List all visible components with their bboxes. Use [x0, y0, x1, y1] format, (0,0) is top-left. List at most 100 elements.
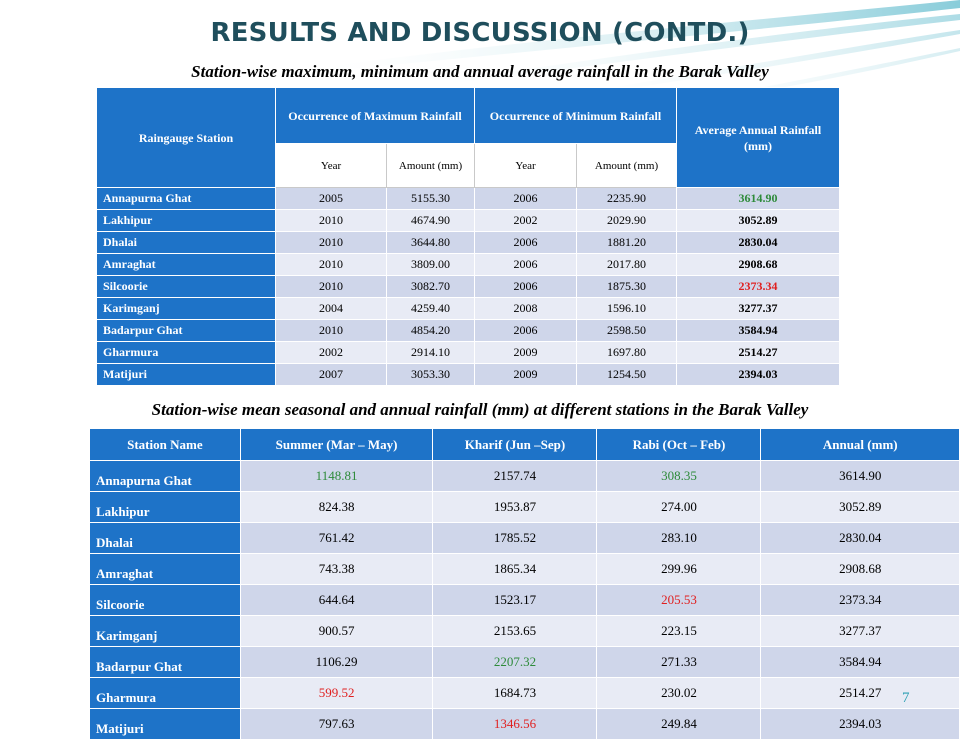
kharif-cell: 1346.56 — [432, 708, 598, 740]
annual-cell: 2373.34 — [760, 584, 960, 616]
summer-cell: 900.57 — [239, 615, 434, 647]
rabi-cell: 283.10 — [596, 522, 762, 554]
kharif-cell: 2153.65 — [432, 615, 598, 647]
annual-cell: 2394.03 — [760, 708, 960, 740]
min-year-cell: 2002 — [474, 209, 577, 232]
annual-cell: 2514.27 — [760, 677, 960, 709]
table-row: Karimganj 2004 4259.40 2008 1596.10 3277… — [96, 297, 840, 320]
max-year-cell: 2010 — [275, 209, 387, 232]
station-cell: Lakhipur — [89, 491, 241, 523]
table-row: Karimganj 900.57 2153.65 223.15 3277.37 — [89, 615, 960, 647]
min-year-cell: 2006 — [474, 275, 577, 298]
table-row: Annapurna Ghat 2005 5155.30 2006 2235.90… — [96, 187, 840, 210]
min-amount-cell: 2235.90 — [576, 187, 677, 210]
header-raingauge-station: Raingauge Station — [96, 87, 276, 188]
kharif-cell: 1523.17 — [432, 584, 598, 616]
max-amount-cell: 3053.30 — [386, 363, 475, 386]
max-year-cell: 2005 — [275, 187, 387, 210]
page-number: 7 — [902, 690, 910, 706]
rabi-cell: 223.15 — [596, 615, 762, 647]
summer-cell: 743.38 — [239, 553, 434, 585]
min-amount-cell: 1596.10 — [576, 297, 677, 320]
rabi-cell: 271.33 — [596, 646, 762, 678]
max-amount-cell: 3644.80 — [386, 231, 475, 254]
table-row: Badarpur Ghat 2010 4854.20 2006 2598.50 … — [96, 319, 840, 342]
min-year-cell: 2006 — [474, 319, 577, 342]
slide-title: RESULTS AND DISCUSSION (CONTD.) — [210, 18, 750, 48]
min-amount-cell: 2598.50 — [576, 319, 677, 342]
station-cell: Silcoorie — [89, 584, 241, 616]
max-year-cell: 2010 — [275, 275, 387, 298]
summer-cell: 644.64 — [239, 584, 434, 616]
annual-cell: 2830.04 — [760, 522, 960, 554]
annual-cell: 3614.90 — [760, 460, 960, 492]
max-amount-cell: 3082.70 — [386, 275, 475, 298]
average-cell: 3584.94 — [676, 319, 840, 342]
summer-cell: 1106.29 — [239, 646, 434, 678]
max-year-cell: 2010 — [275, 253, 387, 276]
table-row: Matijuri 797.63 1346.56 249.84 2394.03 — [89, 708, 960, 740]
table-row: Annapurna Ghat 1148.81 2157.74 308.35 36… — [89, 460, 960, 492]
min-year-cell: 2006 — [474, 253, 577, 276]
average-cell: 2373.34 — [676, 275, 840, 298]
annual-cell: 2908.68 — [760, 553, 960, 585]
summer-cell: 1148.81 — [239, 460, 434, 492]
summer-cell: 797.63 — [239, 708, 434, 740]
max-year-cell: 2010 — [275, 319, 387, 342]
average-cell: 3052.89 — [676, 209, 840, 232]
rabi-cell: 274.00 — [596, 491, 762, 523]
summer-cell: 761.42 — [239, 522, 434, 554]
max-amount-cell: 4259.40 — [386, 297, 475, 320]
min-amount-cell: 1697.80 — [576, 341, 677, 364]
average-cell: 2908.68 — [676, 253, 840, 276]
max-amount-cell: 3809.00 — [386, 253, 475, 276]
rabi-cell: 230.02 — [596, 677, 762, 709]
header-max-rainfall: Occurrence of Maximum Rainfall — [275, 87, 475, 144]
table-row: Lakhipur 824.38 1953.87 274.00 3052.89 — [89, 491, 960, 523]
station-cell: Matijuri — [89, 708, 241, 740]
annual-cell: 3584.94 — [760, 646, 960, 678]
max-year-cell: 2002 — [275, 341, 387, 364]
min-year-cell: 2006 — [474, 187, 577, 210]
kharif-cell: 1953.87 — [432, 491, 598, 523]
average-cell: 3277.37 — [676, 297, 840, 320]
average-cell: 2394.03 — [676, 363, 840, 386]
header-min-year: Year — [474, 143, 577, 188]
kharif-cell: 1785.52 — [432, 522, 598, 554]
max-amount-cell: 5155.30 — [386, 187, 475, 210]
table-row: Silcoorie 644.64 1523.17 205.53 2373.34 — [89, 584, 960, 616]
max-amount-cell: 2914.10 — [386, 341, 475, 364]
header-kharif: Kharif (Jun –Sep) — [432, 428, 598, 461]
max-year-cell: 2004 — [275, 297, 387, 320]
header-annual: Annual (mm) — [760, 428, 960, 461]
kharif-cell: 1684.73 — [432, 677, 598, 709]
min-amount-cell: 2017.80 — [576, 253, 677, 276]
station-cell: Amraghat — [89, 553, 241, 585]
min-amount-cell: 1881.20 — [576, 231, 677, 254]
average-cell: 2514.27 — [676, 341, 840, 364]
station-cell: Badarpur Ghat — [96, 319, 276, 342]
header-max-year: Year — [275, 143, 387, 188]
header-summer: Summer (Mar – May) — [239, 428, 434, 461]
header-min-rainfall: Occurrence of Minimum Rainfall — [474, 87, 677, 144]
header-rabi: Rabi (Oct – Feb) — [596, 428, 762, 461]
rabi-cell: 249.84 — [596, 708, 762, 740]
min-amount-cell: 1254.50 — [576, 363, 677, 386]
max-amount-cell: 4674.90 — [386, 209, 475, 232]
station-cell: Dhalai — [96, 231, 276, 254]
table-row: Dhalai 2010 3644.80 2006 1881.20 2830.04 — [96, 231, 840, 254]
station-cell: Matijuri — [96, 363, 276, 386]
max-year-cell: 2007 — [275, 363, 387, 386]
average-cell: 3614.90 — [676, 187, 840, 210]
station-cell: Annapurna Ghat — [96, 187, 276, 210]
min-year-cell: 2009 — [474, 341, 577, 364]
table-row: Gharmura 2002 2914.10 2009 1697.80 2514.… — [96, 341, 840, 364]
station-cell: Karimganj — [96, 297, 276, 320]
station-cell: Gharmura — [96, 341, 276, 364]
min-year-cell: 2009 — [474, 363, 577, 386]
summer-cell: 599.52 — [239, 677, 434, 709]
header-average-annual: Average Annual Rainfall (mm) — [676, 87, 840, 188]
table-row: Gharmura 599.52 1684.73 230.02 2514.27 — [89, 677, 960, 709]
table2-caption: Station-wise mean seasonal and annual ra… — [151, 400, 809, 419]
summer-cell: 824.38 — [239, 491, 434, 523]
